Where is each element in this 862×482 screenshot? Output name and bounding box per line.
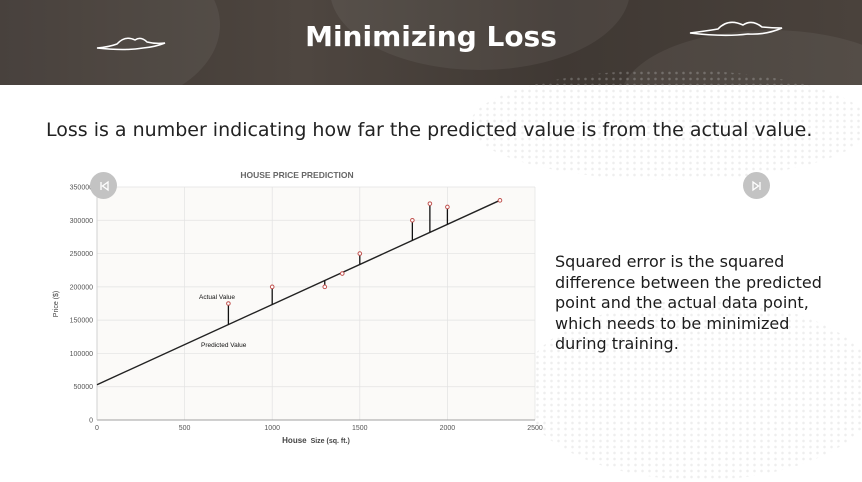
y-tick-label: 250000 [70, 251, 93, 258]
data-point [339, 271, 345, 276]
actual-value-annotation: Actual Value [199, 294, 235, 301]
house-price-chart: 0 50000 100000 150000 200000 250000 300000 3500… [53, 170, 543, 445]
slide-title: Minimizing Loss [305, 20, 557, 53]
x-tick-label: 1500 [352, 425, 368, 432]
cloud-icon [689, 21, 783, 37]
y-tick-label: 50000 [74, 384, 94, 391]
x-axis-label-bold: House [282, 436, 307, 445]
data-point [410, 217, 415, 223]
chart-marks [96, 198, 503, 386]
x-tick-label: 0 [95, 425, 99, 432]
background-texture [470, 70, 862, 180]
data-point [269, 284, 275, 290]
header-texture [0, 0, 220, 85]
data-point [226, 301, 231, 306]
y-tick-label: 100000 [70, 351, 93, 358]
x-axis-label-rest: Size (sq. ft.) [311, 438, 350, 445]
cloud-icon [96, 37, 166, 51]
data-point [427, 201, 433, 206]
explanation-text: Squared error is the squared difference … [555, 252, 822, 353]
predicted-value-annotation: Predicted Value [201, 342, 247, 349]
y-tick-label: 0 [89, 418, 93, 425]
x-tick-label: 2500 [527, 425, 543, 432]
y-tick-label: 150000 [70, 318, 93, 325]
data-point [497, 198, 503, 203]
y-tick-label: 200000 [70, 284, 93, 291]
slide-header: Minimizing Loss [0, 0, 862, 85]
previous-slide-button[interactable] [90, 172, 117, 199]
chart-title: HOUSE PRICE PREDICTION [240, 170, 353, 180]
x-axis-label: House Size (sq. ft.) [282, 436, 350, 445]
plot-area [97, 187, 535, 420]
skip-back-icon [99, 180, 109, 191]
data-point [445, 204, 450, 210]
chart-axes [96, 187, 535, 421]
y-tick-label: 350000 [70, 185, 93, 192]
slide-subtitle: Loss is a number indicating how far the … [46, 119, 813, 141]
data-point [357, 251, 363, 256]
regression-line [96, 199, 501, 386]
data-point [322, 284, 328, 290]
y-tick-label: 300000 [70, 218, 93, 225]
y-axis-label: Price ($) [53, 291, 60, 317]
chart-ticks: 0 50000 100000 150000 200000 250000 300000 3500… [70, 185, 543, 433]
background-texture [520, 300, 862, 480]
x-tick-label: 1000 [264, 425, 280, 432]
x-tick-label: 2000 [440, 425, 456, 432]
x-tick-label: 500 [179, 425, 191, 432]
next-slide-button[interactable] [743, 172, 770, 199]
skip-forward-icon [751, 180, 761, 191]
